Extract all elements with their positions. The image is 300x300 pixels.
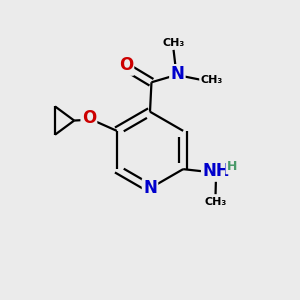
- Text: CH₃: CH₃: [204, 196, 227, 206]
- Text: CH₃: CH₃: [162, 38, 185, 47]
- Text: CH₃: CH₃: [200, 75, 222, 85]
- Text: N: N: [143, 179, 157, 197]
- Text: O: O: [119, 56, 133, 74]
- Text: H: H: [226, 160, 237, 173]
- Text: N: N: [170, 65, 184, 83]
- Text: NH: NH: [202, 163, 230, 181]
- Text: O: O: [82, 109, 96, 127]
